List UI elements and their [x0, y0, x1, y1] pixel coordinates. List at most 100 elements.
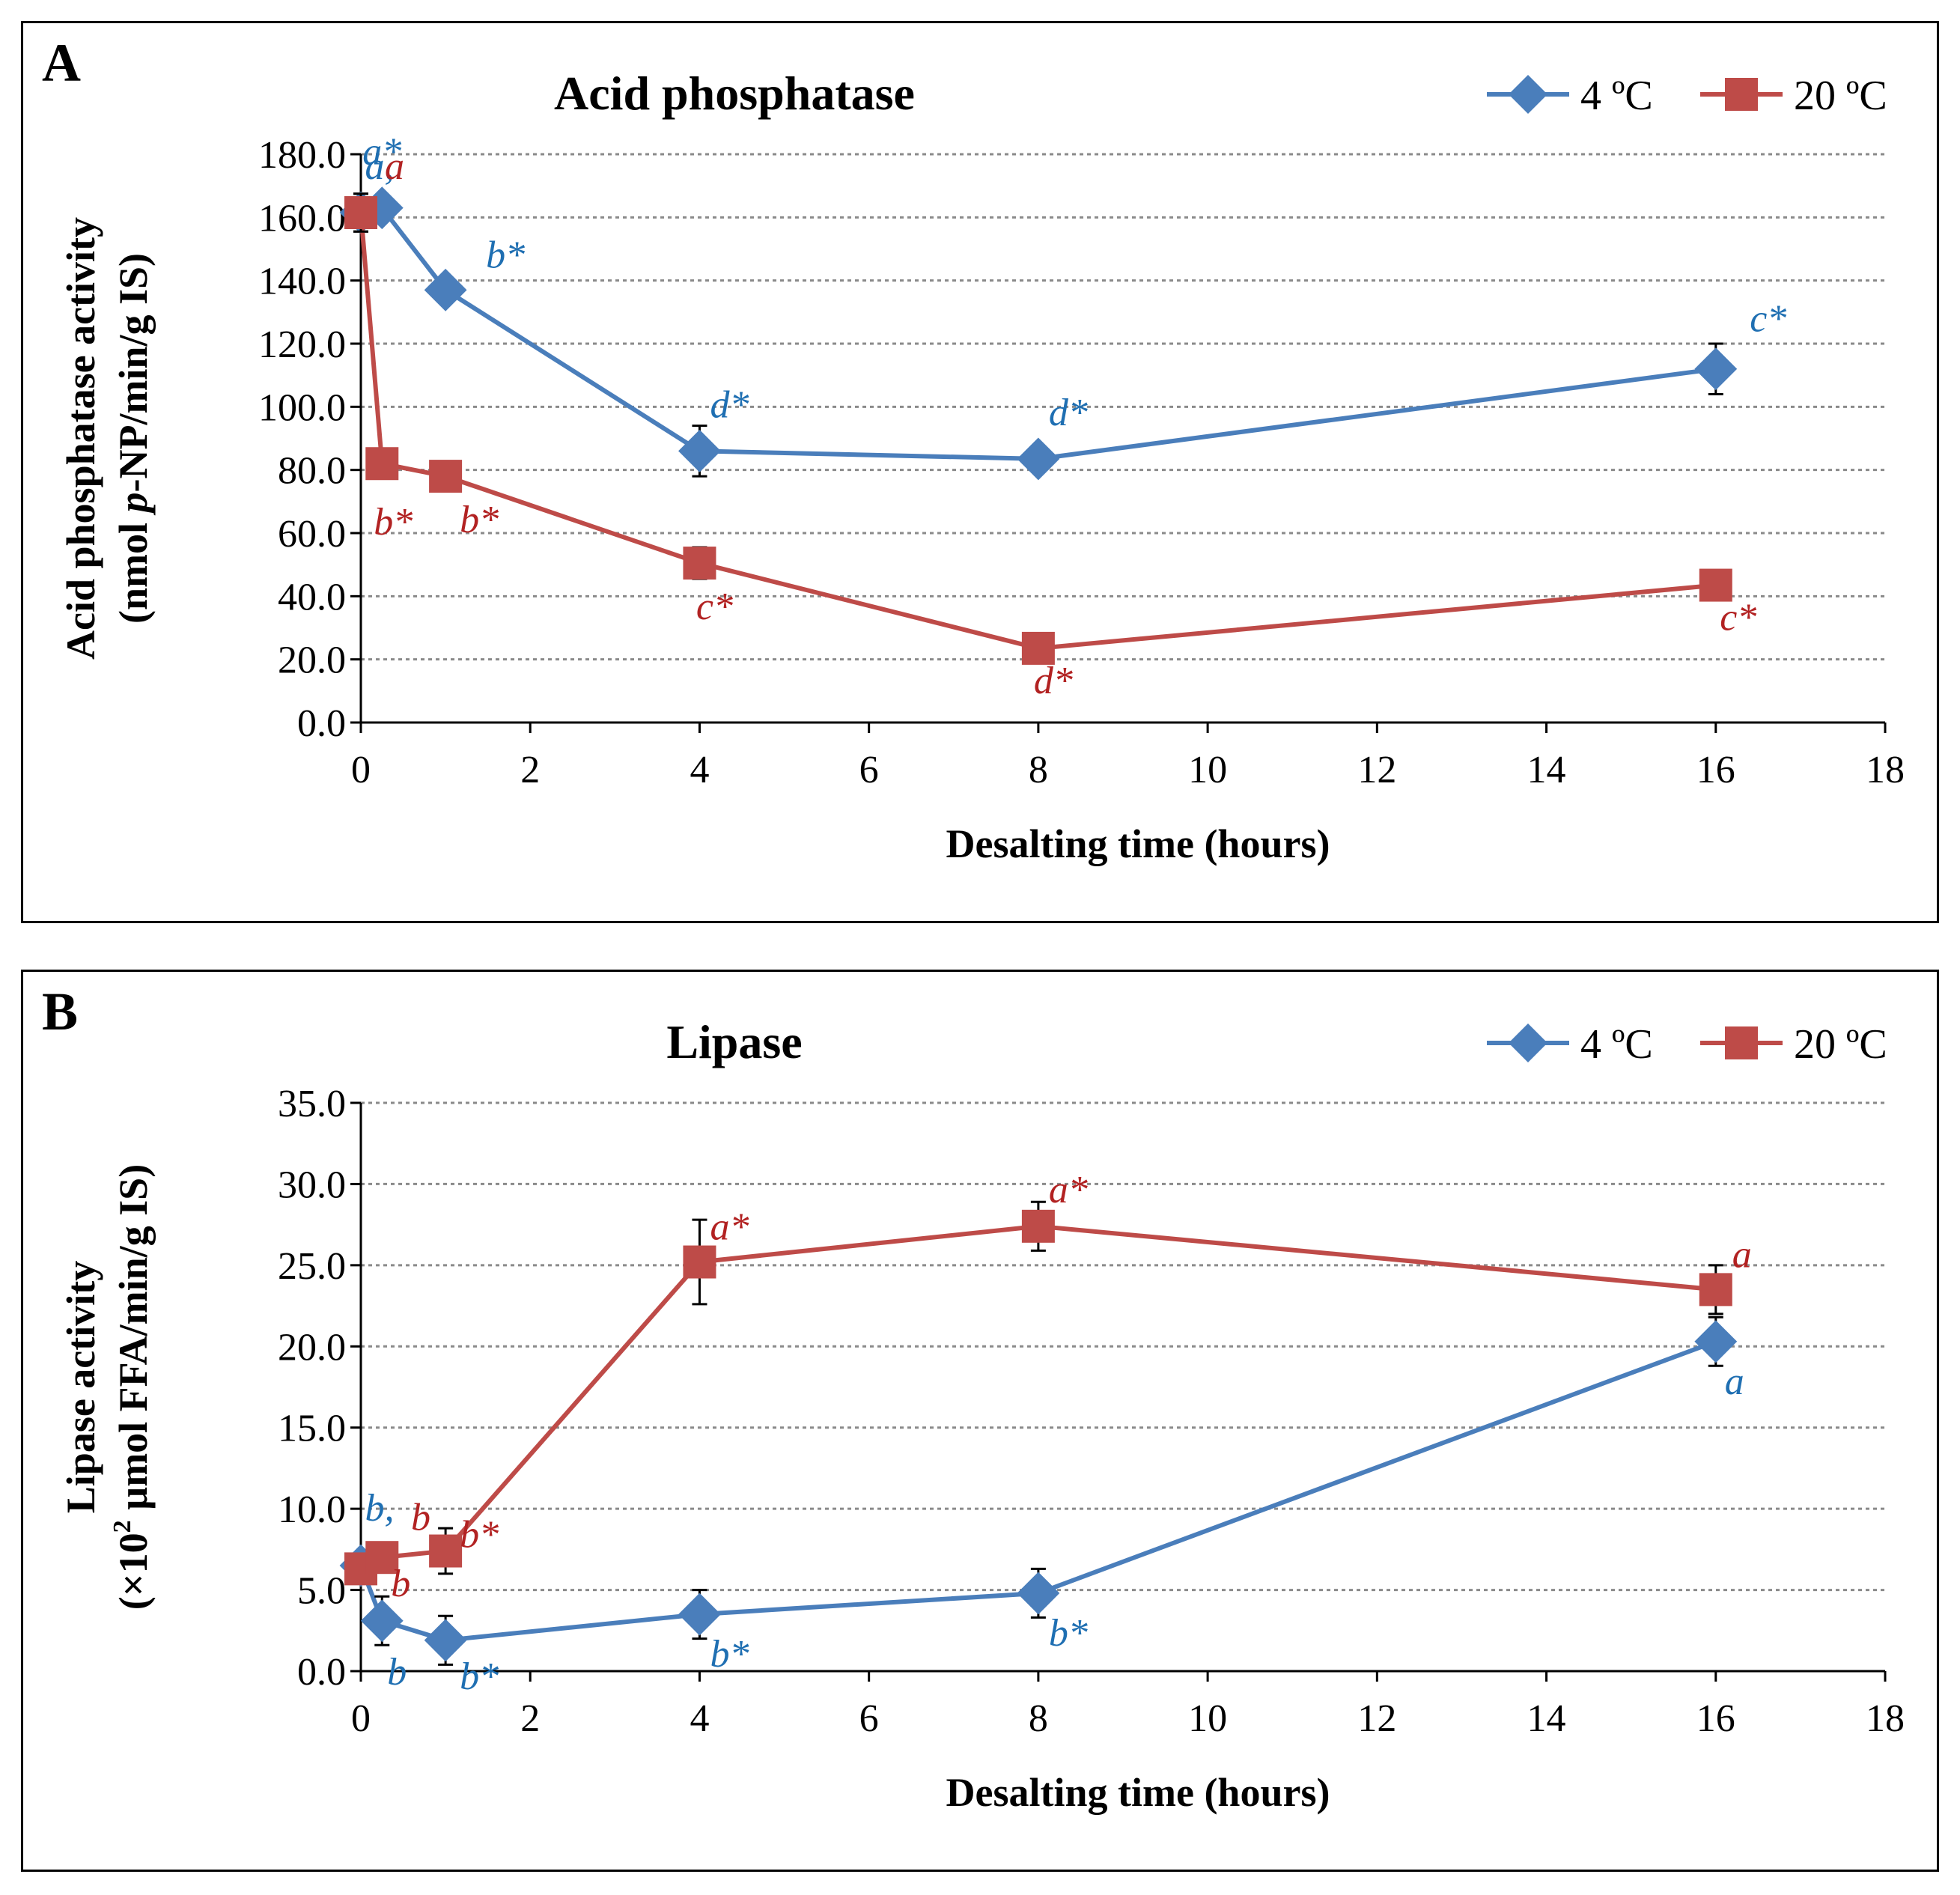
significance-label: b*: [1049, 1612, 1088, 1655]
data-point-diamond: [1694, 1320, 1738, 1363]
y-tick-label: 10.0: [278, 1488, 346, 1531]
data-point-diamond: [424, 268, 467, 311]
legend-marker-diamond: [1509, 75, 1547, 114]
y-tick-label: 25.0: [278, 1245, 346, 1288]
x-tick-label: 2: [520, 749, 540, 791]
y-tick-label: 80.0: [278, 450, 346, 493]
data-point-diamond: [678, 429, 721, 472]
y-tick-label: 100.0: [258, 386, 346, 429]
panel-b: B 0.0 5.0 10.0 15.0 20.0 25.0 30.0 35.0 0 2 4 6 8 10 1…: [21, 970, 1939, 1872]
data-point-square: [365, 1541, 399, 1575]
y-axis-title-line2: (×102 µmol FFA/min/g IS): [109, 1164, 156, 1610]
y-tick-label: 15.0: [278, 1408, 346, 1450]
y-tick-label: 0.0: [297, 1651, 346, 1694]
y-axis-title-line1: Lipase activity: [58, 1261, 103, 1513]
significance-label: a*: [710, 1206, 749, 1249]
chart-title: Lipase: [666, 1015, 802, 1068]
data-point-square: [365, 447, 399, 481]
y-axis-title-part: -NP/min/g IS): [111, 253, 156, 493]
y-axis-title-part: (×10: [111, 1533, 156, 1610]
series-line-blue: [360, 205, 1717, 461]
x-tick-label: 8: [1029, 1697, 1048, 1740]
legend-label: 4 ºC: [1580, 73, 1653, 119]
y-axis-title-part: (nmol: [111, 513, 156, 624]
significance-label: c*: [1750, 298, 1786, 341]
significance-label: a*: [1049, 1169, 1088, 1211]
significance-label: c*: [696, 585, 733, 628]
x-tick-label: 6: [859, 1697, 879, 1740]
x-tick-label: 18: [1866, 1697, 1905, 1740]
series-line-red: [359, 1223, 1717, 1572]
significance-label: c*: [1720, 597, 1756, 639]
y-tick-label: 180.0: [258, 134, 346, 177]
x-tick-label: 4: [690, 1697, 709, 1740]
y-tick-label: 0.0: [297, 702, 346, 745]
x-tick-label: 12: [1357, 1697, 1396, 1740]
lipase-chart: 0.0 5.0 10.0 15.0 20.0 25.0 30.0 35.0 0 2 4 6 8 10 12 1…: [58, 1015, 1905, 1815]
x-tick-label: 10: [1188, 749, 1227, 791]
y-tick-label: 160.0: [258, 197, 346, 240]
significance-label: b: [387, 1651, 407, 1694]
x-tick-label: 12: [1357, 749, 1396, 791]
y-axis-title-part: µmol FFA/min/g IS): [111, 1164, 156, 1521]
y-tick-label: 40.0: [278, 576, 346, 618]
significance-label: b: [411, 1496, 430, 1539]
x-tick-label: 0: [351, 1697, 371, 1740]
significance-label: b*: [374, 501, 413, 544]
data-point-square: [429, 1534, 463, 1568]
data-point-diamond: [1694, 347, 1738, 391]
legend-label: 20 ºC: [1794, 73, 1887, 119]
panel-a-letter: A: [42, 33, 81, 93]
series-line-red: [359, 212, 1717, 651]
significance-label: b*: [460, 1514, 499, 1557]
data-point-square: [683, 1245, 716, 1279]
y-tick-label: 120.0: [258, 323, 346, 366]
data-point-diamond: [678, 1593, 721, 1636]
significance-label: d*: [710, 383, 749, 426]
y-axis-title-group: Lipase activity(×102 µmol FFA/min/g IS): [58, 1164, 156, 1610]
data-point-square: [1021, 631, 1055, 665]
y-axis-title-line2: (nmol p-NP/min/g IS): [111, 253, 156, 624]
y-tick-label: 20.0: [278, 639, 346, 682]
x-tick-label: 2: [520, 1697, 540, 1740]
x-tick-label: 16: [1696, 749, 1735, 791]
x-axis-title: Desalting time (hours): [946, 1770, 1330, 1815]
data-point-diamond: [1017, 437, 1060, 481]
x-tick-label: 4: [690, 749, 709, 791]
data-point-diamond: [1017, 1572, 1060, 1615]
significance-label: a: [1732, 1233, 1752, 1276]
x-tick-label: 14: [1527, 1697, 1566, 1740]
data-point-square: [344, 196, 377, 230]
x-tick-label: 6: [859, 749, 879, 791]
legend-marker-square: [1725, 78, 1758, 111]
data-point-square: [1699, 1273, 1732, 1307]
significance-label: b*: [710, 1633, 749, 1676]
significance-label: a*: [362, 131, 401, 174]
data-point-square: [1021, 1209, 1055, 1243]
panel-b-letter: B: [42, 982, 79, 1041]
x-axis-title: Desalting time (hours): [946, 821, 1330, 866]
y-tick-label: 140.0: [258, 261, 346, 303]
data-point-diamond: [424, 1619, 467, 1662]
data-point-square: [683, 547, 716, 580]
legend-label: 20 ºC: [1794, 1021, 1887, 1068]
y-axis-title-superscript: 2: [109, 1520, 136, 1533]
acid-phosphatase-chart: 0.0 20.0 40.0 60.0 80.0 100.0 120.0 140.0 160.0 1…: [58, 67, 1905, 866]
data-point-square: [1699, 568, 1732, 602]
significance-label: a: [1725, 1360, 1744, 1403]
x-tick-label: 10: [1188, 1697, 1227, 1740]
legend-label: 4 ºC: [1580, 1021, 1653, 1068]
panel-a: A 0.0 20.0 40.0 60.0 80.0 100.0 120.0 140.0 160.…: [21, 21, 1939, 923]
y-tick-label: 35.0: [278, 1083, 346, 1125]
significance-label: b*: [486, 234, 525, 276]
y-axis-title-group: Acid phosphatase activity (nmol p-NP/min/…: [58, 217, 156, 660]
x-tick-label: 16: [1696, 1697, 1735, 1740]
y-tick-label: 20.0: [278, 1326, 346, 1369]
data-point-diamond: [360, 1599, 404, 1643]
y-tick-label: 30.0: [278, 1164, 346, 1206]
significance-label: b*: [460, 499, 499, 541]
legend-marker-diamond: [1509, 1023, 1547, 1062]
x-tick-label: 18: [1866, 749, 1905, 791]
x-tick-label: 8: [1029, 749, 1048, 791]
data-point-square: [429, 460, 463, 493]
